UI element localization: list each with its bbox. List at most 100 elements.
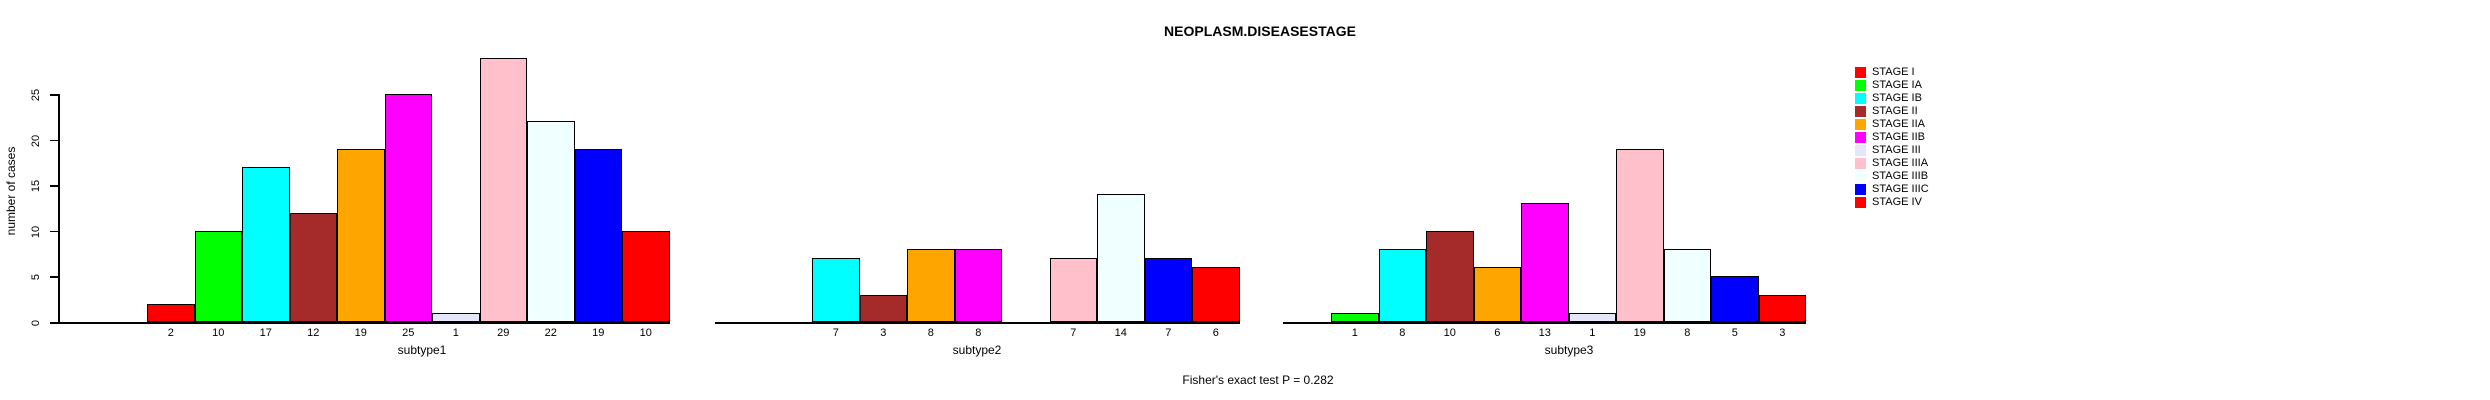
legend-item-stage-iv: STAGE IV bbox=[1855, 196, 1922, 209]
bar-value-label: 25 bbox=[402, 327, 415, 339]
bar-value-label: 19 bbox=[1633, 327, 1646, 339]
y-axis-tick-label: 5 bbox=[30, 274, 42, 281]
bar-subtype2-stage-ib bbox=[812, 258, 860, 322]
bar-value-label: 6 bbox=[1494, 327, 1501, 339]
bar-subtype2-stage-iia bbox=[907, 249, 955, 322]
chart-title: NEOPLASM.DISEASESTAGE bbox=[1164, 23, 1356, 39]
y-axis-tick bbox=[50, 185, 58, 187]
y-axis-tick bbox=[50, 230, 58, 233]
x-axis-subtype1 bbox=[58, 322, 670, 324]
bar-value-label: 17 bbox=[259, 327, 272, 339]
legend-label: STAGE IIIC bbox=[1872, 183, 1929, 195]
bar-subtype3-stage-ia bbox=[1331, 312, 1379, 322]
bar-subtype2-stage-ii bbox=[859, 294, 907, 322]
bar-value-label: 10 bbox=[212, 327, 225, 339]
bar-subtype1-stage-ii bbox=[289, 212, 337, 322]
legend-label: STAGE I bbox=[1872, 66, 1915, 78]
bar-value-label: 7 bbox=[832, 327, 839, 339]
y-axis-tick bbox=[50, 94, 58, 96]
legend-label: STAGE IIIA bbox=[1872, 157, 1929, 169]
x-axis-title-subtype3: subtype3 bbox=[1544, 343, 1594, 357]
bar-subtype2-stage-iib bbox=[954, 249, 1002, 322]
x-axis-subtype2 bbox=[715, 322, 1240, 324]
legend-swatch-icon bbox=[1855, 131, 1866, 143]
bar-value-label: 3 bbox=[1779, 327, 1786, 339]
legend-swatch-icon bbox=[1855, 157, 1866, 169]
legend-label: STAGE IIB bbox=[1872, 131, 1925, 143]
bar-value-label: 1 bbox=[452, 327, 459, 339]
bar-subtype2-stage-iiia bbox=[1049, 258, 1097, 322]
legend-item-stage-i: STAGE I bbox=[1855, 66, 1915, 79]
y-axis-tick-label: 25 bbox=[30, 88, 42, 102]
bar-value-label: 29 bbox=[497, 327, 510, 339]
legend-item-stage-iii: STAGE III bbox=[1855, 144, 1921, 157]
legend-swatch-icon bbox=[1855, 66, 1866, 78]
bar-value-label: 8 bbox=[975, 327, 982, 339]
legend-label: STAGE III bbox=[1872, 144, 1921, 156]
bar-value-label: 8 bbox=[1399, 327, 1406, 339]
bar-subtype3-stage-ii bbox=[1426, 230, 1474, 322]
bar-value-label: 5 bbox=[1731, 327, 1738, 339]
bar-subtype3-stage-iii bbox=[1568, 312, 1616, 322]
fisher-test-note: Fisher's exact test P = 0.282 bbox=[1182, 373, 1334, 387]
legend-label: STAGE IA bbox=[1872, 79, 1922, 91]
y-axis-tick bbox=[50, 276, 58, 278]
bar-subtype1-stage-iiia bbox=[479, 57, 527, 322]
bar-subtype3-stage-iiib bbox=[1663, 249, 1711, 322]
legend-label: STAGE IB bbox=[1872, 92, 1922, 104]
legend-item-stage-ii: STAGE II bbox=[1855, 105, 1918, 118]
legend-swatch-icon bbox=[1855, 92, 1866, 104]
legend-label: STAGE IIIB bbox=[1872, 170, 1929, 182]
bar-value-label: 7 bbox=[1165, 327, 1172, 339]
legend-item-stage-ib: STAGE IB bbox=[1855, 92, 1922, 105]
bar-subtype1-stage-iib bbox=[384, 94, 432, 322]
bar-subtype3-stage-ib bbox=[1378, 249, 1426, 322]
bar-subtype3-stage-iia bbox=[1473, 267, 1521, 322]
bar-value-label: 22 bbox=[544, 327, 557, 339]
bar-value-label: 3 bbox=[880, 327, 887, 339]
bar-subtype2-stage-iiic bbox=[1144, 258, 1192, 322]
y-axis-tick-label: 10 bbox=[30, 225, 42, 238]
bar-subtype1-stage-iv bbox=[622, 230, 670, 322]
y-axis-line bbox=[58, 94, 60, 323]
y-axis-tick-label: 20 bbox=[30, 134, 42, 147]
bar-value-label: 7 bbox=[1070, 327, 1077, 339]
bar-value-label: 8 bbox=[927, 327, 934, 339]
legend-item-stage-ia: STAGE IA bbox=[1855, 79, 1922, 92]
bar-value-label: 2 bbox=[167, 327, 174, 339]
bar-subtype3-stage-iiic bbox=[1711, 276, 1759, 322]
legend-swatch-icon bbox=[1855, 105, 1866, 117]
bar-subtype3-stage-iib bbox=[1521, 203, 1569, 322]
bar-value-label: 12 bbox=[307, 327, 320, 339]
bar-value-label: 10 bbox=[1443, 327, 1456, 339]
legend-swatch-icon bbox=[1855, 79, 1866, 91]
legend-swatch-icon bbox=[1855, 183, 1866, 195]
legend-swatch-icon bbox=[1855, 196, 1866, 208]
bar-subtype1-stage-iii bbox=[432, 312, 480, 322]
legend-label: STAGE IV bbox=[1872, 196, 1922, 208]
bar-value-label: 19 bbox=[354, 327, 367, 339]
bar-value-label: 1 bbox=[1351, 327, 1358, 339]
bar-value-label: 1 bbox=[1589, 327, 1596, 339]
bar-subtype3-stage-iv bbox=[1758, 294, 1806, 322]
y-axis-tick bbox=[50, 322, 58, 324]
x-axis-title-subtype2: subtype2 bbox=[952, 343, 1002, 357]
y-axis-tick bbox=[50, 139, 58, 142]
legend-item-stage-iia: STAGE IIA bbox=[1855, 118, 1925, 131]
bar-subtype1-stage-i bbox=[147, 303, 195, 322]
y-axis-label: number of cases bbox=[4, 146, 18, 236]
legend-item-stage-iiia: STAGE IIIA bbox=[1855, 157, 1928, 170]
legend-item-stage-iib: STAGE IIB bbox=[1855, 131, 1925, 144]
bar-subtype1-stage-iiib bbox=[527, 121, 575, 322]
bar-subtype3-stage-iiia bbox=[1616, 148, 1664, 322]
legend-swatch-icon bbox=[1855, 144, 1866, 156]
bar-value-label: 13 bbox=[1538, 327, 1551, 339]
bar-value-label: 10 bbox=[639, 327, 652, 339]
bar-subtype1-stage-ia bbox=[194, 230, 242, 322]
legend-label: STAGE II bbox=[1872, 105, 1918, 117]
bar-subtype2-stage-iiib bbox=[1097, 194, 1145, 322]
bar-subtype1-stage-iiic bbox=[574, 148, 622, 322]
bar-subtype1-stage-iia bbox=[337, 148, 385, 322]
bar-value-label: 6 bbox=[1212, 327, 1219, 339]
y-axis-tick-label: 15 bbox=[30, 180, 42, 193]
